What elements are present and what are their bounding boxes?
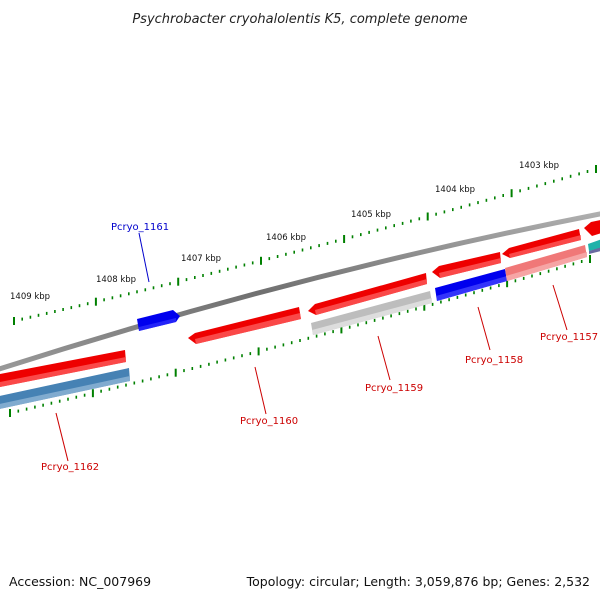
inner-tick-ring xyxy=(9,255,591,417)
leader-line-pcryo-1160 xyxy=(254,366,267,415)
map-title: Psychrobacter cryohalolentis K5, complet… xyxy=(132,12,467,27)
gene-label-pcryo-1159[interactable]: Pcryo_1159 xyxy=(365,383,423,394)
kbp-label-1406: 1406 kbp xyxy=(266,233,306,243)
outer-tick-ring xyxy=(13,165,597,325)
gene-pcryo-1162[interactable] xyxy=(0,368,130,410)
topology-text: Topology: circular; Length: 3,059,876 bp… xyxy=(246,574,590,589)
gene-pcryo-1160[interactable] xyxy=(188,307,301,344)
gene-pcryo-1157[interactable] xyxy=(505,245,587,281)
kbp-label-1409: 1409 kbp xyxy=(10,292,50,302)
genome-backbone xyxy=(0,211,600,372)
kbp-label-1403: 1403 kbp xyxy=(519,161,559,171)
gene-label-pcryo-1157[interactable]: Pcryo_1157 xyxy=(540,332,598,343)
accession-text: Accession: NC_007969 xyxy=(9,574,151,589)
gene-pcryo-1159[interactable] xyxy=(311,291,432,335)
leader-line-pcryo-1158 xyxy=(477,306,491,351)
gene-label-pcryo-1158[interactable]: Pcryo_1158 xyxy=(465,355,523,366)
gene-pcryo-1161[interactable] xyxy=(137,310,180,331)
leader-line-pcryo-1157 xyxy=(552,284,568,331)
leader-line-pcryo-1161 xyxy=(138,232,150,283)
kbp-label-1408: 1408 kbp xyxy=(96,275,136,285)
gene-label-pcryo-1162[interactable]: Pcryo_1162 xyxy=(41,462,99,473)
kbp-label-1407: 1407 kbp xyxy=(181,254,221,264)
gene-label-pcryo-1160[interactable]: Pcryo_1160 xyxy=(240,416,298,427)
leader-line-pcryo-1159 xyxy=(377,335,391,381)
gene-pcryo-1162-forward[interactable] xyxy=(0,350,126,388)
gene-edge-forward[interactable] xyxy=(584,219,600,236)
gene-pcryo-1158-forward[interactable] xyxy=(432,252,501,278)
kbp-label-1405: 1405 kbp xyxy=(351,210,391,220)
leader-line-pcryo-1162 xyxy=(55,412,69,462)
gene-label-pcryo-1161[interactable]: Pcryo_1161 xyxy=(111,222,169,233)
gene-edge-cyan[interactable] xyxy=(588,238,600,254)
gene-pcryo-1159-forward[interactable] xyxy=(308,273,427,315)
gene-pcryo-1158[interactable] xyxy=(435,269,507,301)
kbp-label-1404: 1404 kbp xyxy=(435,185,475,195)
gene-pcryo-1157-forward[interactable] xyxy=(502,229,581,258)
